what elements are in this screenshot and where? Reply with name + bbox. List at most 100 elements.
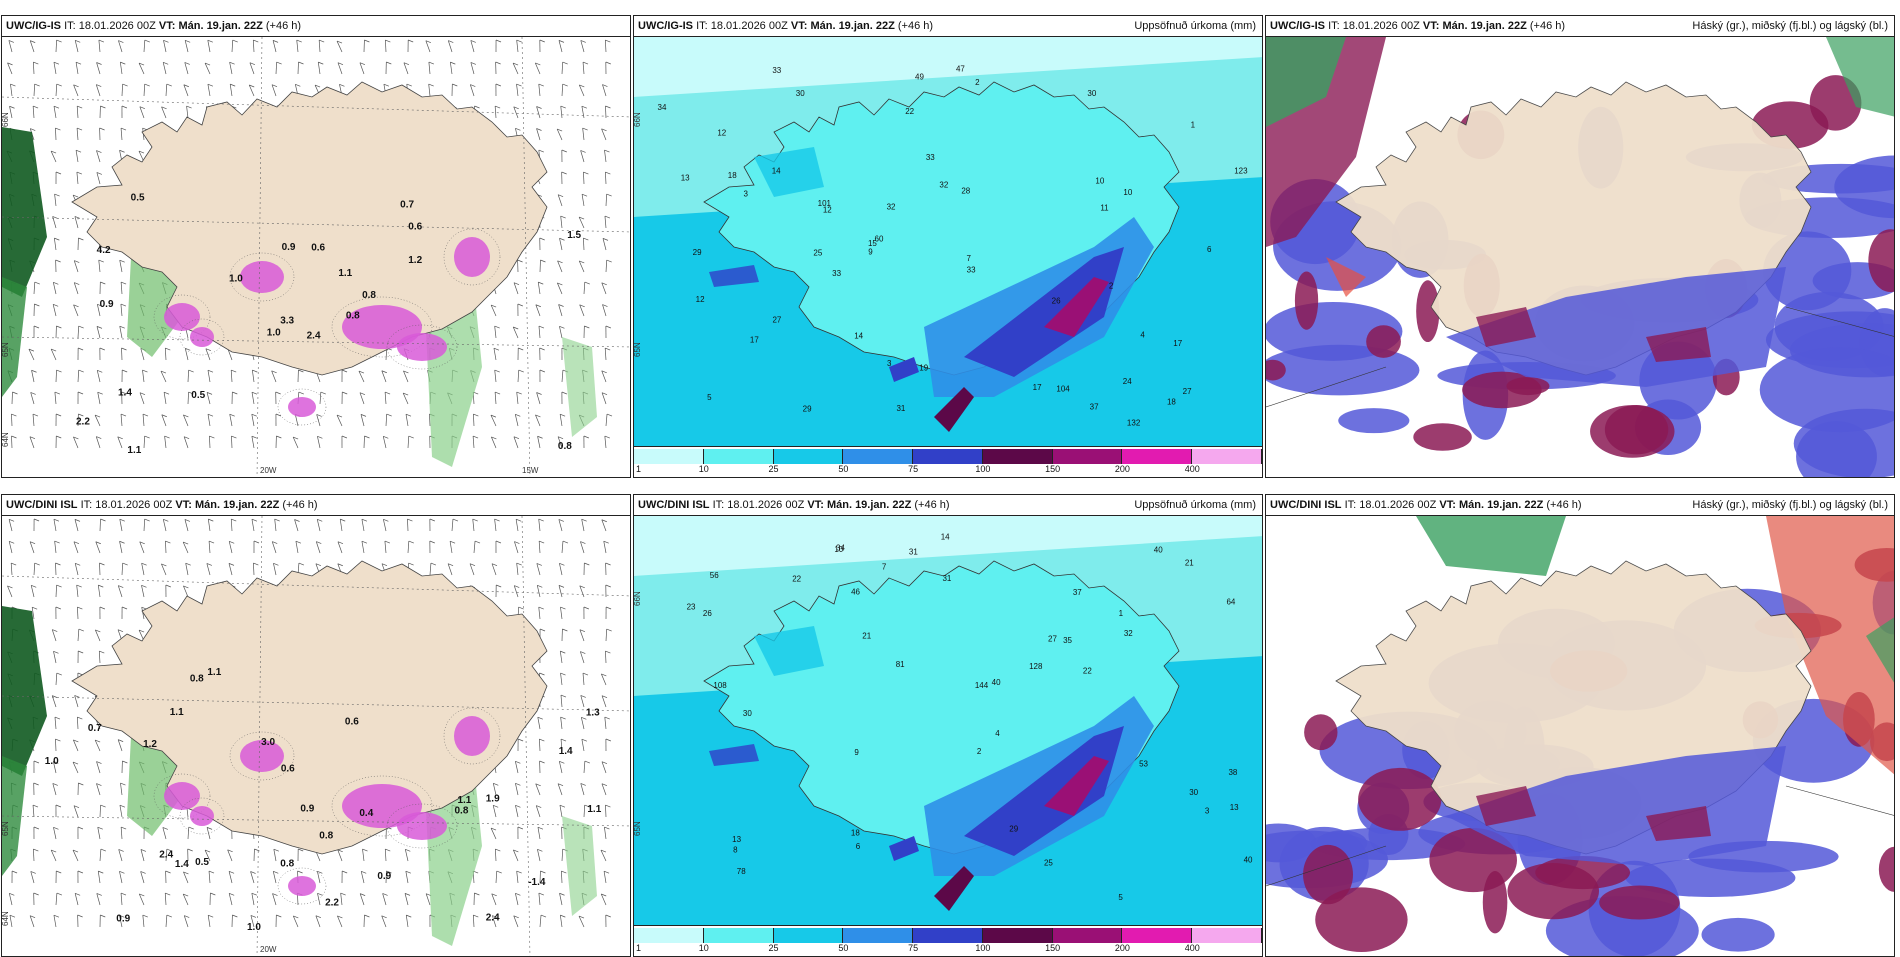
accum-value-label: 5	[1118, 893, 1123, 902]
colorbar-tick-label: 100	[975, 464, 990, 474]
lead-time: (+46 h)	[1530, 20, 1565, 32]
map-canvas: 2.44.23.32.20.80.50.70.60.60.80.50.80.91…	[2, 37, 631, 478]
colorbar-tick-label: 150	[1045, 464, 1060, 474]
accum-value-label: 7	[882, 562, 887, 571]
graticule-label: 65N	[634, 821, 642, 836]
panel-precip-rate-dini: UWC/DINI ISL IT: 18.01.2026 00Z VT: Mán.…	[1, 494, 631, 957]
colorbar-tick-label: 100	[975, 943, 990, 953]
accum-value-label: 33	[967, 265, 976, 274]
accum-value-label: 2	[1109, 281, 1114, 290]
it-label: IT:	[81, 499, 93, 511]
panel-clouds-igis: UWC/IG-IS IT: 18.01.2026 00Z VT: Mán. 19…	[1265, 15, 1895, 478]
vt-label: VT:	[159, 20, 176, 32]
accum-value-label: 23	[687, 602, 696, 611]
vt-value: Mán. 19.jan. 22Z	[1442, 20, 1526, 32]
colorbar-bin	[913, 928, 983, 943]
accum-value-label: 27	[1048, 635, 1057, 644]
rate-value-label: 0.9	[100, 299, 114, 310]
rate-value-label: 1.5	[567, 230, 581, 241]
accum-value-label: 18	[851, 829, 860, 838]
accum-value-label: 31	[896, 404, 905, 413]
colorbar-bin	[1122, 449, 1192, 464]
colorbar-tick-label: 75	[908, 943, 918, 953]
rate-value-label: -1.4	[528, 877, 546, 888]
accum-value-label: 3	[743, 190, 748, 199]
accum-value-label: 40	[1244, 855, 1253, 864]
it-value: 18.01.2026 00Z	[727, 499, 804, 511]
rate-value-label: 0.6	[345, 717, 359, 728]
model-name: UWC/DINI ISL	[1270, 499, 1342, 511]
colorbar-bin	[634, 928, 704, 943]
colorbar-bin	[774, 449, 844, 464]
accum-value-label: 1	[1191, 120, 1196, 129]
accum-value-label: 9	[854, 748, 859, 757]
accum-value-label: 13	[732, 835, 741, 844]
rate-value-label: 3.0	[261, 737, 275, 748]
accum-value-label: 9	[868, 248, 873, 257]
rate-value-label: 0.5	[195, 857, 209, 868]
it-label: IT:	[713, 499, 725, 511]
accum-value-label: 78	[737, 867, 746, 876]
accum-value-label: 13	[1230, 803, 1239, 812]
panel-precip-rate-igis: UWC/IG-IS IT: 18.01.2026 00Z VT: Mán. 19…	[1, 15, 631, 478]
panel-header: UWC/DINI ISL IT: 18.01.2026 00Z VT: Mán.…	[2, 495, 630, 516]
colorbar-tick-label: 1	[636, 464, 641, 474]
accum-value-label: 32	[939, 181, 948, 190]
accum-value-label: 47	[956, 65, 965, 74]
vt-label: VT:	[175, 499, 192, 511]
rate-value-label: 0.7	[400, 200, 414, 211]
accum-value-label: 21	[862, 631, 871, 640]
rate-value-label: 0.8	[280, 858, 294, 869]
panel-accumulated-igis: UWC/IG-IS IT: 18.01.2026 00Z VT: Mán. 19…	[633, 15, 1263, 478]
vt-value: Mán. 19.jan. 22Z	[827, 499, 911, 511]
accum-value-label: 7	[966, 254, 971, 263]
colorbar-bin	[634, 449, 704, 464]
colorbar-tick-label: 10	[699, 464, 709, 474]
colorbar-tick-label: 200	[1115, 464, 1130, 474]
it-value: 18.01.2026 00Z	[1343, 20, 1420, 32]
map-canvas: 1.20.70.60.80.50.61.00.4-1.40.81.11.12.4…	[2, 516, 631, 957]
colorbar-tick-label: 200	[1115, 943, 1130, 953]
accum-value-label: 30	[1087, 89, 1096, 98]
rate-value-label: 1.4	[118, 388, 132, 399]
model-name: UWC/IG-IS	[1270, 20, 1325, 32]
accum-value-label: 28	[961, 187, 970, 196]
lead-time: (+46 h)	[914, 499, 949, 511]
rate-value-label: 0.5	[131, 193, 145, 204]
rate-value-label: 0.8	[190, 674, 204, 685]
accum-value-label: 17	[1033, 383, 1042, 392]
accum-value-label: 33	[926, 153, 935, 162]
accum-value-label: 24	[1123, 377, 1132, 386]
accum-value-label: 11	[1100, 204, 1109, 213]
lead-time: (+46 h)	[266, 20, 301, 32]
rate-value-label: 4.2	[97, 245, 111, 256]
accum-value-label: 21	[1185, 558, 1194, 567]
accum-value-label: 19	[919, 364, 928, 373]
colorbar-bin	[1192, 449, 1262, 464]
accum-value-label: 18	[728, 171, 737, 180]
accum-value-label: 26	[703, 609, 712, 618]
colorbar-bin	[774, 928, 844, 943]
rate-value-label: 0.6	[281, 764, 295, 775]
rate-value-label: 1.1	[127, 445, 141, 456]
accum-value-label: 25	[813, 249, 822, 258]
accum-value-label: 25	[1044, 859, 1053, 868]
rate-value-label: 2.4	[486, 913, 500, 924]
accum-value-label: 1	[1119, 609, 1124, 618]
accum-value-label: 123	[1234, 166, 1248, 175]
rate-value-label: 1.0	[247, 922, 261, 933]
model-name: UWC/IG-IS	[638, 20, 693, 32]
rate-value-label: 1.0	[229, 274, 243, 285]
graticule-label: 65N	[2, 342, 10, 357]
panel-clouds-dini: UWC/DINI ISL IT: 18.01.2026 00Z VT: Mán.…	[1265, 494, 1895, 957]
accum-value-label: 53	[1139, 759, 1148, 768]
map-canvas	[1266, 37, 1895, 478]
accum-value-label: 8	[733, 845, 738, 854]
rate-value-label: 0.9	[116, 914, 130, 925]
rate-value-label: 1.2	[143, 739, 157, 750]
rate-value-label: 0.8	[558, 441, 572, 452]
panel-accumulated-dini: UWC/DINI ISL IT: 18.01.2026 00Z VT: Mán.…	[633, 494, 1263, 957]
